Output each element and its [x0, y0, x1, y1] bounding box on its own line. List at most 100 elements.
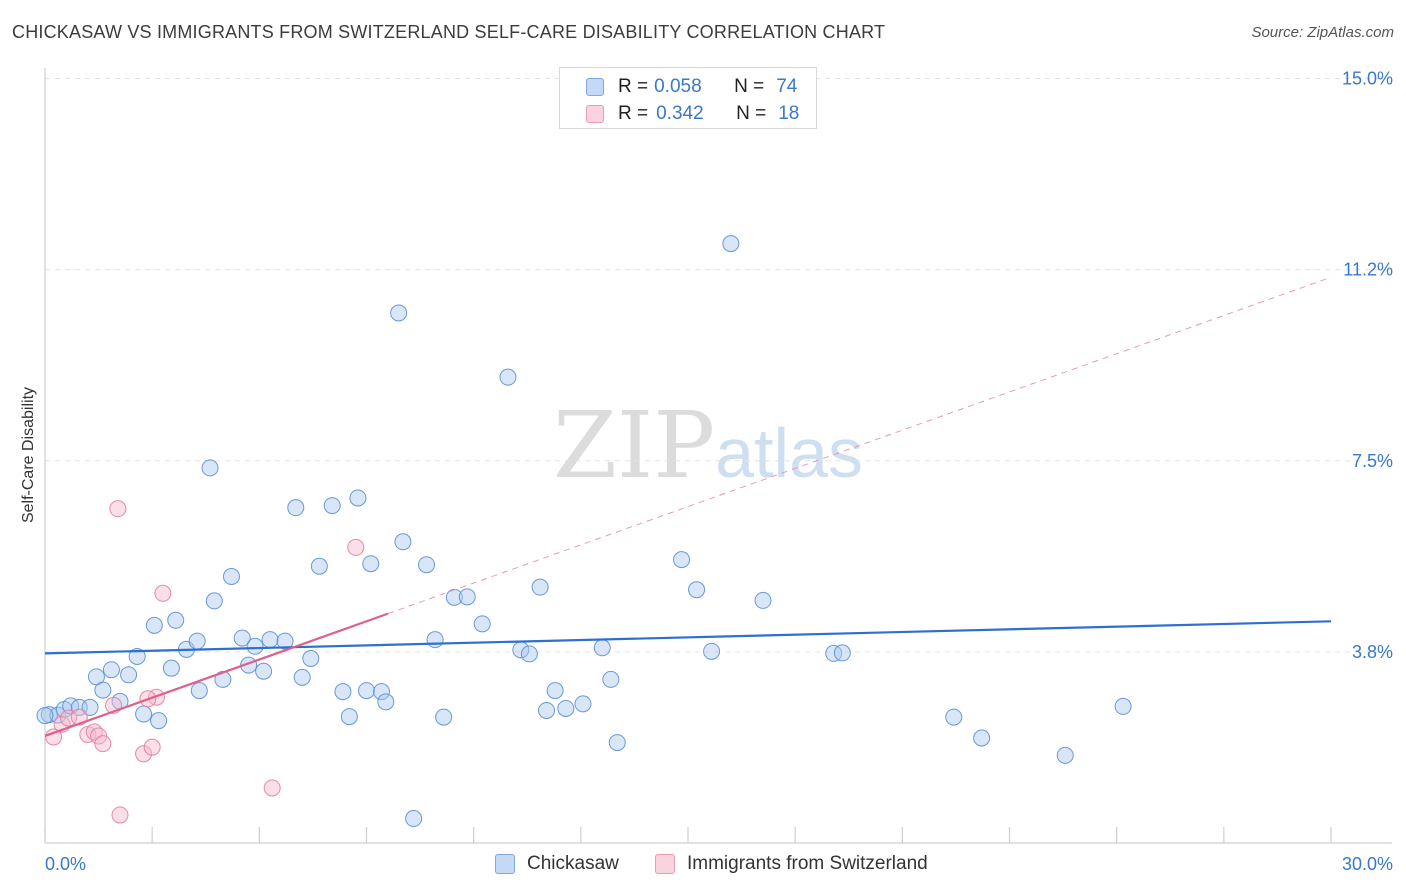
point-switzerland	[135, 745, 153, 763]
tick-labels: 3.8% 7.5% 11.2% 15.0% 0.0% 30.0%	[45, 69, 1393, 875]
point-switzerland	[109, 500, 127, 518]
point-chickasaw	[135, 705, 153, 723]
point-chickasaw	[293, 668, 311, 686]
point-chickasaw	[445, 588, 463, 606]
point-chickasaw	[205, 592, 223, 610]
point-switzerland	[111, 806, 129, 824]
legend-r-label: R =	[618, 103, 649, 124]
point-chickasaw	[538, 701, 556, 719]
point-chickasaw	[703, 642, 721, 660]
series-immigrants-switzerland	[45, 500, 365, 824]
point-chickasaw	[833, 644, 851, 662]
point-chickasaw	[302, 650, 320, 668]
x-tick-label-min: 0.0%	[45, 854, 86, 874]
point-chickasaw	[405, 810, 423, 828]
point-chickasaw	[546, 682, 564, 700]
point-chickasaw	[167, 611, 185, 629]
point-chickasaw	[145, 616, 163, 634]
legend-r-value: 0.342	[656, 103, 704, 124]
point-chickasaw	[81, 698, 99, 716]
point-switzerland	[70, 708, 88, 726]
bottom-legend-swatch-chickasaw	[495, 854, 515, 874]
bottom-legend-label-switzerland: Immigrants from Switzerland	[687, 853, 928, 874]
x-tick-label-max: 30.0%	[1342, 854, 1393, 874]
point-switzerland	[347, 538, 365, 556]
point-chickasaw	[602, 670, 620, 688]
point-chickasaw	[287, 499, 305, 517]
point-chickasaw	[458, 588, 476, 606]
source-label: Source: ZipAtlas.com	[1251, 24, 1394, 41]
point-chickasaw	[120, 666, 138, 684]
legend-n-label: N =	[736, 103, 767, 124]
point-chickasaw	[531, 578, 549, 596]
point-switzerland	[263, 779, 281, 797]
bottom-legend-label-chickasaw: Chickasaw	[527, 853, 619, 874]
y-tick-label: 7.5%	[1352, 451, 1393, 471]
point-chickasaw	[261, 631, 279, 649]
point-chickasaw	[418, 556, 436, 574]
point-chickasaw	[349, 489, 367, 507]
point-chickasaw	[276, 632, 294, 650]
point-chickasaw	[102, 661, 120, 679]
point-chickasaw	[255, 662, 273, 680]
point-chickasaw	[310, 557, 328, 575]
point-chickasaw	[499, 368, 517, 386]
point-chickasaw	[593, 639, 611, 657]
point-switzerland	[45, 728, 63, 746]
point-chickasaw	[362, 555, 380, 573]
point-chickasaw	[373, 683, 391, 701]
point-chickasaw	[945, 708, 963, 726]
point-chickasaw	[435, 708, 453, 726]
point-chickasaw	[608, 734, 626, 752]
legend-row-switzerland: R = 0.342 N = 18	[586, 103, 799, 125]
legend-n-value: 18	[778, 103, 800, 124]
point-chickasaw	[233, 629, 251, 647]
chart-title: CHICKASAW VS IMMIGRANTS FROM SWITZERLAND…	[12, 22, 886, 42]
point-chickasaw	[754, 591, 772, 609]
legend-swatch-switzerland	[586, 105, 604, 123]
point-chickasaw	[334, 683, 352, 701]
point-chickasaw	[340, 708, 358, 726]
y-tick-label: 11.2%	[1343, 260, 1393, 280]
point-chickasaw	[473, 615, 491, 633]
point-chickasaw	[222, 567, 240, 585]
y-tick-label: 15.0%	[1342, 69, 1393, 89]
y-tick-label: 3.8%	[1352, 642, 1393, 662]
point-chickasaw	[1114, 697, 1132, 715]
point-chickasaw	[128, 647, 146, 665]
point-chickasaw	[574, 695, 592, 713]
trend-line-chickasaw	[44, 620, 1332, 655]
point-chickasaw	[94, 681, 112, 699]
point-chickasaw	[1056, 746, 1074, 764]
watermark-zip: ZIP	[553, 392, 716, 499]
point-chickasaw	[201, 459, 219, 477]
bottom-legend-switzerland: Immigrants from Switzerland	[655, 852, 928, 876]
point-chickasaw	[190, 682, 208, 700]
point-chickasaw	[246, 637, 264, 655]
legend-n-value: 74	[776, 76, 798, 97]
series-chickasaw	[36, 235, 1132, 828]
legend-r-label: R =	[618, 76, 649, 97]
point-chickasaw	[557, 699, 575, 717]
bottom-legend-chickasaw: Chickasaw	[495, 852, 619, 876]
correlation-legend: R = 0.058 N = 74 R = 0.342 N = 18	[559, 67, 817, 129]
point-chickasaw	[377, 693, 395, 711]
point-chickasaw	[688, 581, 706, 599]
trend-line-switzerland	[44, 612, 389, 738]
gridlines	[45, 78, 1392, 653]
point-chickasaw	[673, 551, 691, 569]
point-switzerland	[94, 735, 112, 753]
point-chickasaw	[394, 533, 412, 551]
trend-line-switzerland-extension	[387, 276, 1332, 615]
legend-row-chickasaw: R = 0.058 N = 74	[586, 76, 797, 98]
point-chickasaw	[162, 659, 180, 677]
point-chickasaw	[36, 707, 54, 725]
point-chickasaw	[973, 729, 991, 747]
legend-r-value: 0.058	[654, 76, 702, 97]
point-switzerland	[143, 738, 161, 756]
point-chickasaw	[520, 645, 538, 663]
point-chickasaw	[49, 706, 67, 724]
point-chickasaw	[722, 235, 740, 253]
bottom-legend-swatch-switzerland	[655, 854, 675, 874]
